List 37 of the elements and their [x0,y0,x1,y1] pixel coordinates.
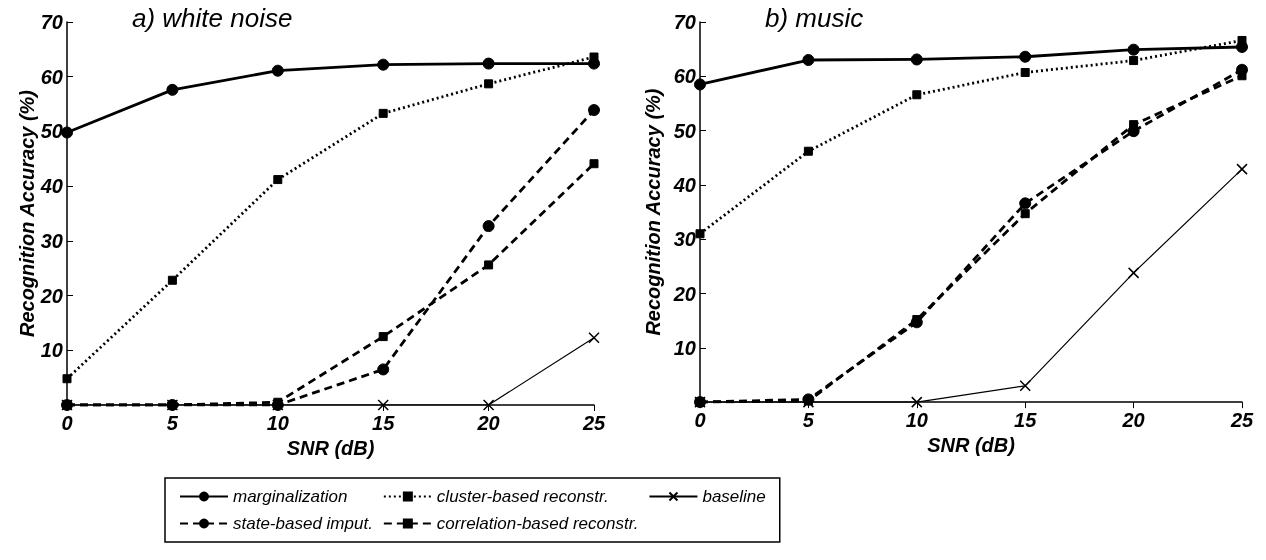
y-tick-label: 30 [673,228,696,251]
x-tick-label: 15 [1014,409,1038,432]
y-tick-label: 60 [40,65,63,88]
y-tick-label: 70 [673,11,696,33]
y-tick-label: 10 [40,339,63,362]
x-axis-title: SNR (dB) [927,434,1016,456]
x-tick-label: 20 [476,412,500,434]
chart-title: a) white noise [132,3,293,33]
y-tick-label: 20 [39,284,63,307]
y-tick-label: 50 [673,119,696,142]
x-tick-label: 15 [372,412,396,434]
x-tick-label: 25 [581,412,606,434]
legend-label: marginalization [233,487,348,506]
x-tick-label: 0 [61,412,73,434]
x-tick-label: 10 [905,409,928,432]
y-axis-title: Recognition Accuracy (%) [15,89,38,338]
x-tick-label: 0 [694,409,706,432]
y-tick-label: 10 [673,336,696,359]
legend-label: cluster-based reconstr. [436,487,609,506]
y-tick-label: 70 [40,11,63,33]
y-tick-label: 40 [39,175,63,198]
legend-label: state-based imput. [233,514,373,533]
y-tick-label: 30 [40,229,63,252]
y-tick-label: 50 [40,120,63,143]
x-tick-label: 5 [166,412,179,434]
y-tick-label: 60 [673,65,696,88]
y-tick-label: 20 [672,282,696,305]
chart-title: b) music [765,3,864,33]
legend-label: correlation-based reconstr. [436,514,639,533]
x-tick-label: 25 [1229,409,1254,432]
x-tick-label: 5 [802,409,815,432]
legend-label: baseline [702,487,766,506]
x-tick-label: 10 [266,412,289,434]
y-tick-label: 40 [672,173,696,196]
y-axis-title: Recognition Accuracy (%) [641,88,664,336]
x-axis-title: SNR (dB) [286,436,375,459]
x-tick-label: 20 [1121,409,1145,432]
